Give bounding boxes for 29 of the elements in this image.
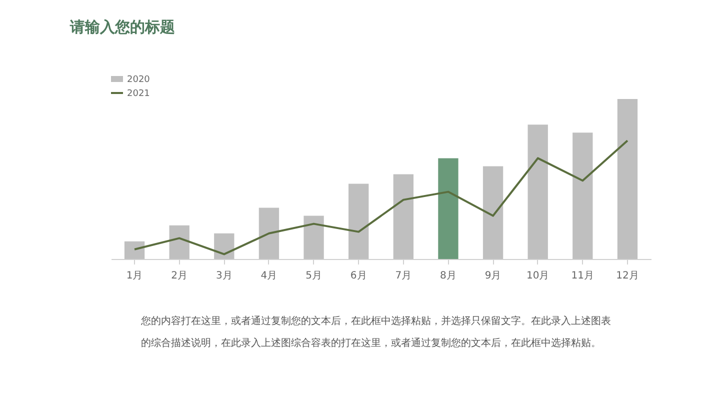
x-tick-label: 1月 bbox=[126, 270, 143, 282]
x-tick-label: 7月 bbox=[395, 270, 412, 282]
x-tick-label: 2月 bbox=[171, 270, 188, 282]
x-tick-label: 4月 bbox=[260, 270, 278, 282]
bar bbox=[304, 216, 324, 259]
legend-label: 2020 bbox=[127, 75, 150, 85]
bar bbox=[617, 99, 638, 259]
x-tick-label: 11月 bbox=[571, 270, 594, 282]
x-tick-label: 3月 bbox=[216, 270, 232, 282]
text: 您的内容打在这里，或者通过复制您的文本后，在此框中选择粘贴，并选择只保留文字。在此录入上述图表 bbox=[140, 315, 611, 327]
chart-title: 请输入您的标题 bbox=[69, 18, 175, 36]
x-tick-label: 6月 bbox=[350, 270, 367, 282]
x-tick-label: 9月 bbox=[484, 270, 502, 282]
x-tick-label: 8月 bbox=[440, 270, 456, 282]
bar bbox=[348, 184, 369, 259]
bar bbox=[169, 225, 190, 259]
bar bbox=[393, 174, 414, 259]
bar bbox=[214, 233, 234, 259]
bar bbox=[124, 241, 145, 259]
bar bbox=[438, 158, 458, 259]
legend-label: 2021 bbox=[127, 89, 150, 99]
bar bbox=[572, 132, 593, 259]
x-tick-label: 10月 bbox=[526, 270, 550, 282]
bar bbox=[482, 166, 504, 259]
x-tick-label: 5月 bbox=[306, 270, 322, 282]
bar bbox=[258, 208, 280, 259]
bar bbox=[528, 124, 548, 259]
text: 的综合描述说明，在此录入上述图综合容表的打在这里，或者通过复制您的文本后，在此框中选择粘贴。 bbox=[141, 337, 601, 349]
x-tick-label: 12月 bbox=[616, 270, 639, 282]
